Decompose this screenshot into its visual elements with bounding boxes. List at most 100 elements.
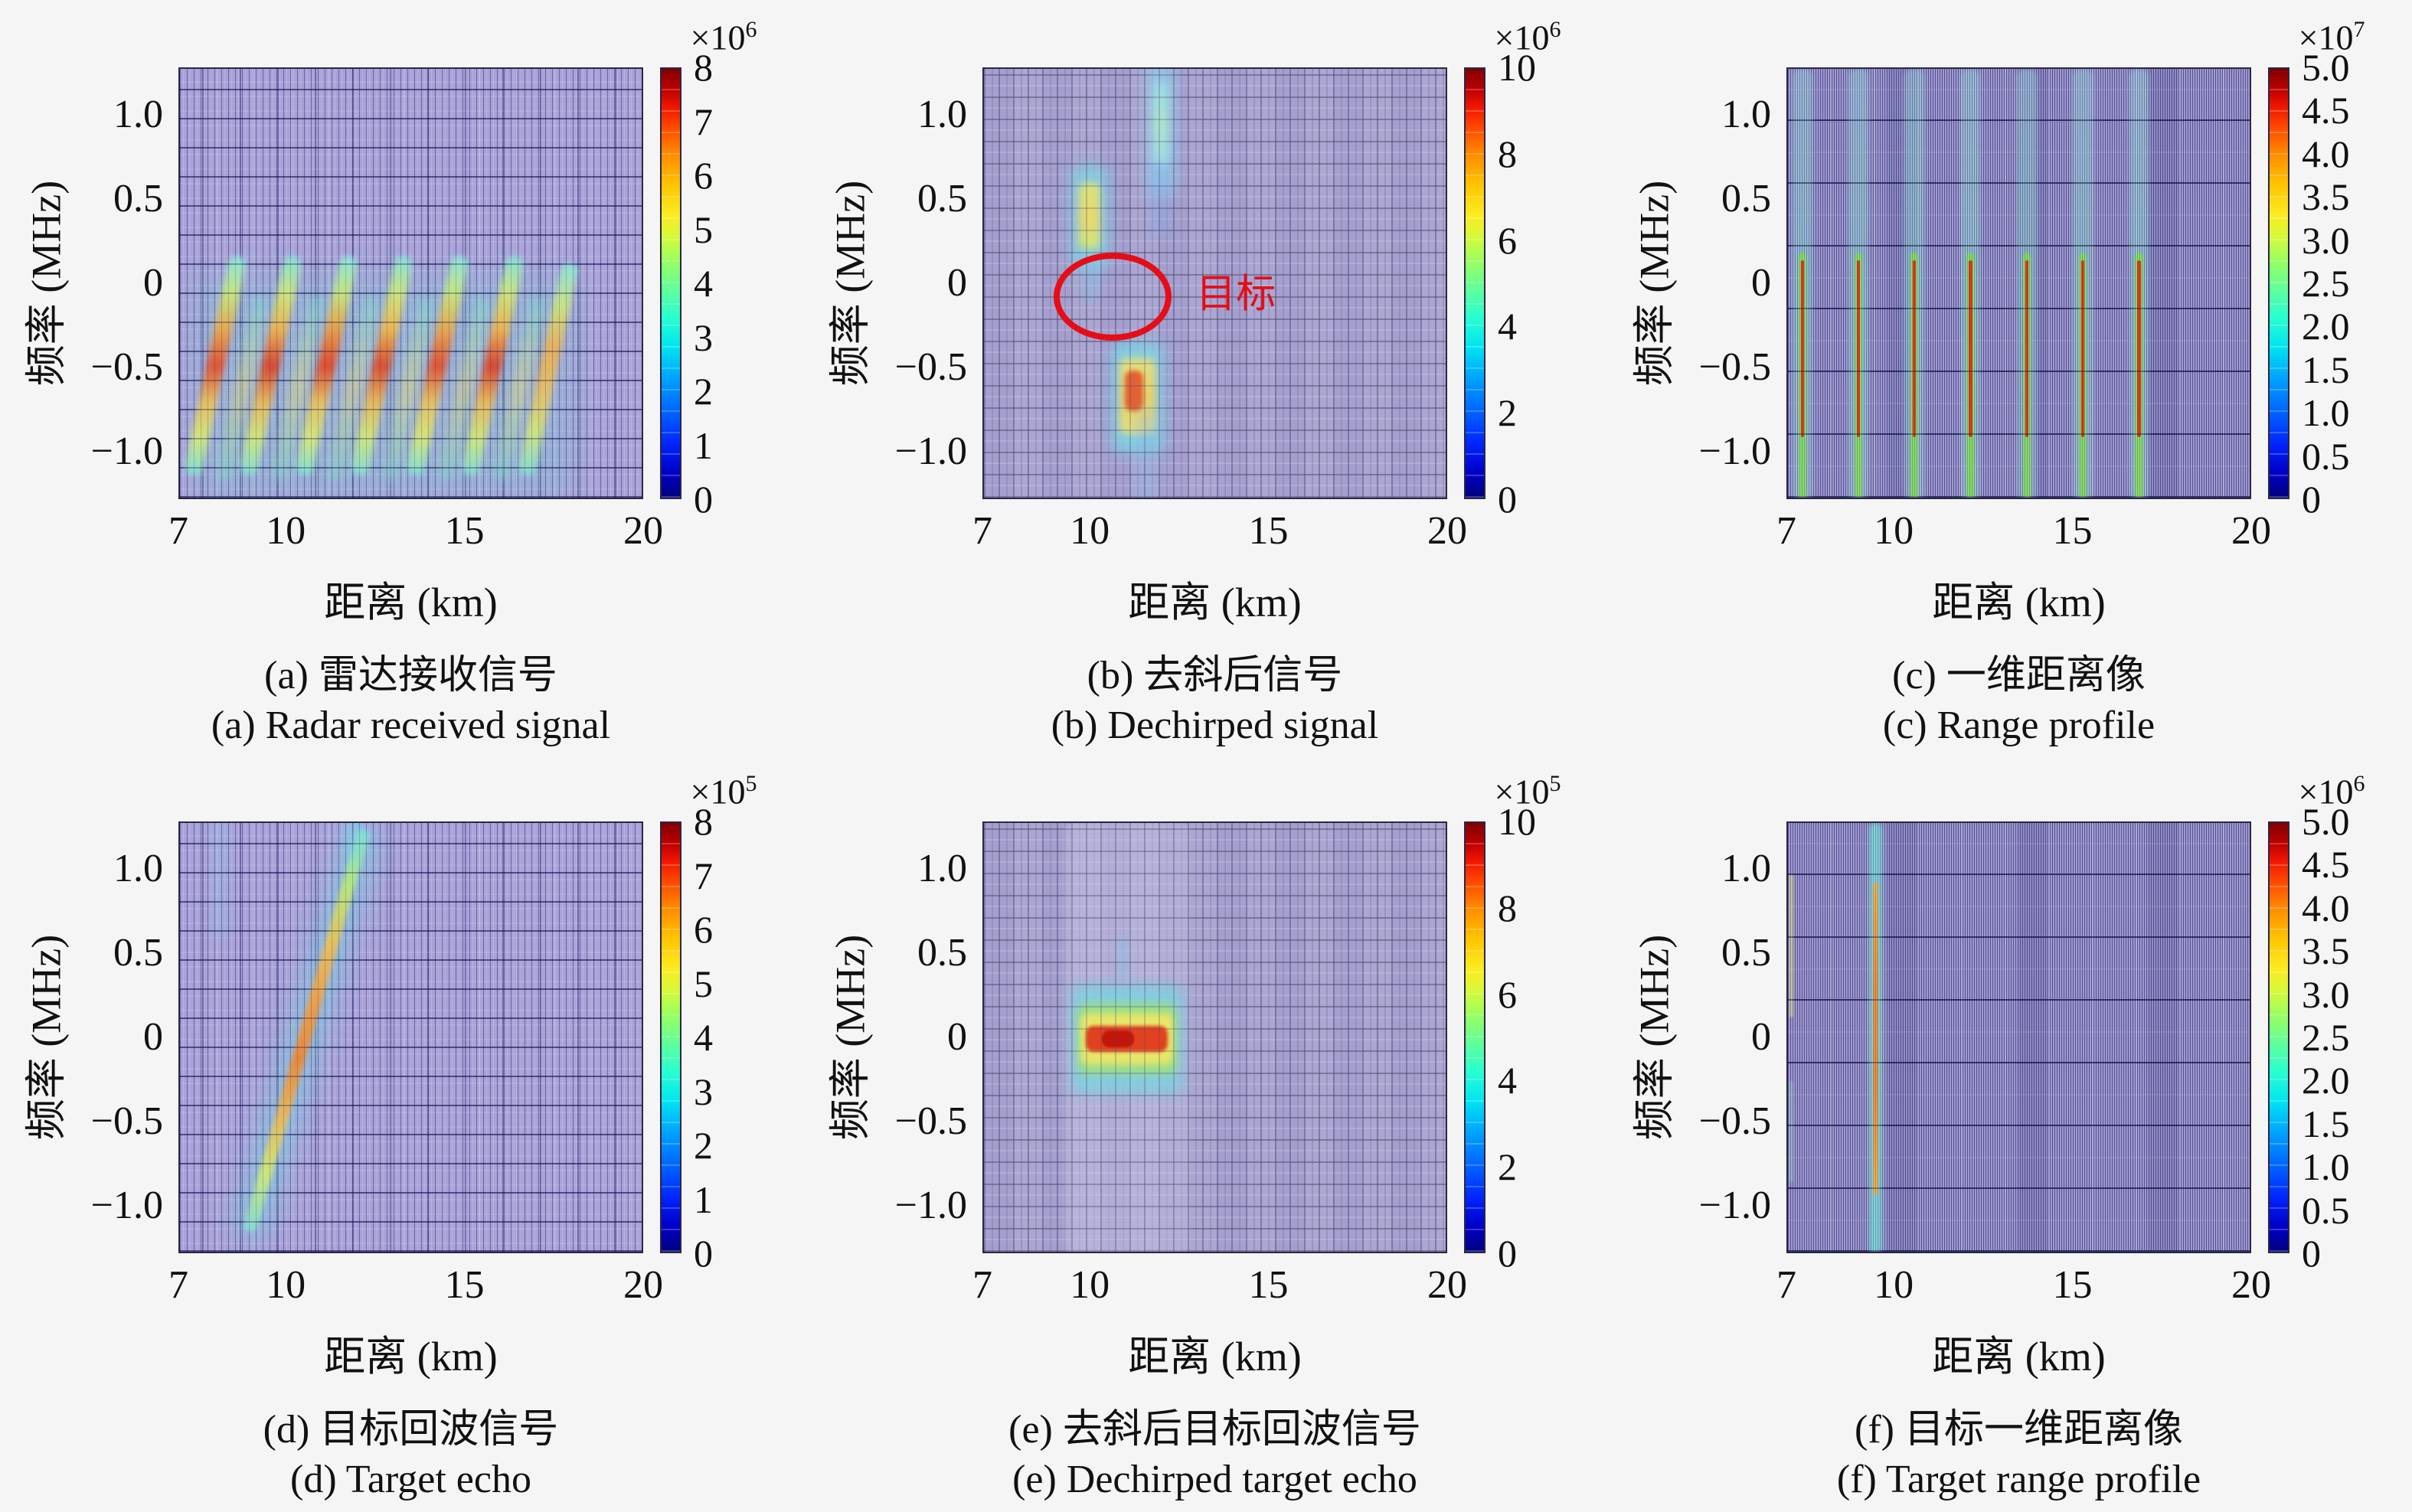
heatmap-b: 目标: [982, 67, 1447, 499]
x-tick-label: 15: [1248, 509, 1289, 553]
colorbar-tick-label: 0: [2302, 478, 2321, 521]
y-tick-label: 1.0: [113, 92, 163, 136]
y-tick-label: 0: [947, 1015, 967, 1059]
x-axis-label: 距离 (km): [1128, 580, 1302, 625]
colorbar-tick-label: 3: [694, 315, 713, 359]
heatmap-feature: [1125, 371, 1143, 412]
x-tick-label: 7: [1776, 1263, 1796, 1307]
colorbar-tick-label: 3.5: [2302, 175, 2350, 219]
x-tick-label: 20: [2231, 1263, 2271, 1307]
target-ellipse-annotation: [1054, 253, 1172, 341]
x-axis-label: 距离 (km): [1932, 580, 2106, 625]
heatmap-feature: [1078, 181, 1100, 250]
x-tick-label: 10: [1874, 509, 1914, 553]
caption-zh-f: (f) 目标一维距离像: [1855, 1408, 2183, 1452]
colorbar-scale-label: ×105: [1494, 771, 1561, 812]
heatmap-a: [178, 67, 643, 499]
y-tick-label: 0.5: [1721, 930, 1771, 975]
y-tick-label: −1.0: [90, 1184, 163, 1228]
x-tick-label: 10: [1874, 1263, 1914, 1307]
heatmap-feature: [2137, 260, 2141, 438]
colorbar-tick-label: 2: [694, 1124, 713, 1167]
y-tick-label: 0.5: [113, 930, 163, 975]
y-tick-label: 0: [1751, 1015, 1771, 1059]
colorbar-tick-label: 7: [694, 854, 713, 897]
heatmap-e: [982, 821, 1447, 1253]
colorbar-scale-label: ×106: [690, 17, 757, 57]
y-tick-label: 0.5: [917, 930, 967, 975]
y-tick-label: 0: [143, 1015, 163, 1059]
caption-zh-d: (d) 目标回波信号: [263, 1408, 559, 1452]
colorbar-tick-label: 6: [1498, 972, 1517, 1016]
colorbar-tick-label: 7: [694, 100, 713, 143]
x-tick-label: 15: [444, 1263, 485, 1307]
colorbar-tick-label: 1.5: [2302, 348, 2350, 391]
colorbar-tick-label: 1.5: [2302, 1102, 2350, 1145]
colorbar-tick-label: 8: [694, 46, 713, 89]
x-tick-label: 10: [266, 1263, 306, 1307]
subplot-f: 频率 (MHz) 1.0 0.5 0 −0.5 −1.0 ×106 5.0 4.5 4.0 3.5 3…: [1608, 754, 2412, 1510]
colorbar-tick-label: 0: [1498, 478, 1517, 521]
colorbar-tick-label: 2: [1498, 391, 1517, 435]
heatmap-feature: [1118, 939, 1129, 977]
caption-en-e: (e) Dechirped target echo: [1012, 1458, 1417, 1501]
heatmap-feature: [1789, 874, 1794, 1018]
y-tick-label: 0.5: [1721, 176, 1771, 220]
colorbar-tick-label: 1: [694, 423, 713, 467]
colorbar-tick-label: 5: [694, 207, 713, 251]
colorbar-tick-label: 8: [694, 800, 713, 843]
x-tick-label: 15: [444, 509, 485, 553]
caption-en-a: (a) Radar received signal: [211, 704, 611, 747]
caption-en-b: (b) Dechirped signal: [1051, 704, 1379, 747]
caption-zh-c: (c) 一维距离像: [1892, 654, 2146, 697]
colorbar-scale-label: ×105: [690, 771, 757, 812]
colorbar-tick-label: 3.0: [2302, 218, 2350, 262]
y-tick-label: 1.0: [917, 846, 967, 890]
colorbar-tick-label: 1.0: [2302, 1145, 2350, 1189]
x-tick-label: 10: [1070, 509, 1110, 553]
heatmap-feature: [1969, 260, 1972, 438]
y-tick-label: −0.5: [894, 345, 967, 390]
caption-zh-b: (b) 去斜后信号: [1087, 654, 1343, 697]
y-tick-label: 1.0: [1721, 846, 1771, 890]
colorbar-tick-label: 4.0: [2302, 886, 2350, 929]
colorbar-tick-label: 5.0: [2302, 800, 2350, 843]
heatmap-c: [1786, 67, 2251, 499]
x-tick-label: 20: [623, 509, 663, 553]
y-tick-label: 1.0: [113, 846, 163, 890]
x-tick-label: 20: [1427, 509, 1467, 553]
y-tick-label: −0.5: [1698, 345, 1771, 390]
colorbar-tick-label: 0: [1498, 1232, 1517, 1275]
x-tick-label: 15: [1248, 1263, 1289, 1307]
colorbar-scale-label: ×106: [1494, 17, 1561, 57]
colorbar-e: [1464, 821, 1485, 1253]
y-tick-label: −0.5: [1698, 1099, 1771, 1144]
heatmap-feature: [2081, 260, 2085, 438]
y-tick-label: −1.0: [894, 1184, 967, 1228]
y-tick-label: −0.5: [894, 1099, 967, 1144]
y-tick-label: 1.0: [917, 92, 967, 136]
y-tick-label: −0.5: [90, 1099, 163, 1144]
y-tick-label: 0: [1751, 261, 1771, 305]
heatmap-feature: [1102, 1030, 1135, 1048]
colorbar-tick-label: 2.0: [2302, 1059, 2350, 1102]
x-tick-label: 20: [1427, 1263, 1467, 1307]
colorbar-b: [1464, 67, 1485, 499]
colorbar-f: [2268, 821, 2289, 1253]
colorbar-tick-label: 0: [694, 1232, 713, 1275]
caption-en-c: (c) Range profile: [1882, 704, 2155, 747]
x-tick-label: 10: [266, 509, 306, 553]
x-tick-label: 7: [168, 509, 188, 553]
y-tick-label: 1.0: [1721, 92, 1771, 136]
x-tick-label: 15: [2052, 1263, 2093, 1307]
y-tick-label: −1.0: [90, 429, 163, 474]
heatmap-f: [1786, 821, 2251, 1253]
colorbar-tick-label: 0.5: [2302, 434, 2350, 478]
colorbar-a: [660, 67, 681, 499]
y-tick-label: −1.0: [1698, 1184, 1771, 1228]
colorbar-tick-label: 0: [2302, 1232, 2321, 1275]
colorbar-scale-label: ×106: [2298, 771, 2365, 812]
colorbar-tick-label: 2.0: [2302, 305, 2350, 348]
caption-zh-e: (e) 去斜后目标回波信号: [1008, 1408, 1421, 1452]
x-tick-label: 7: [972, 509, 992, 553]
